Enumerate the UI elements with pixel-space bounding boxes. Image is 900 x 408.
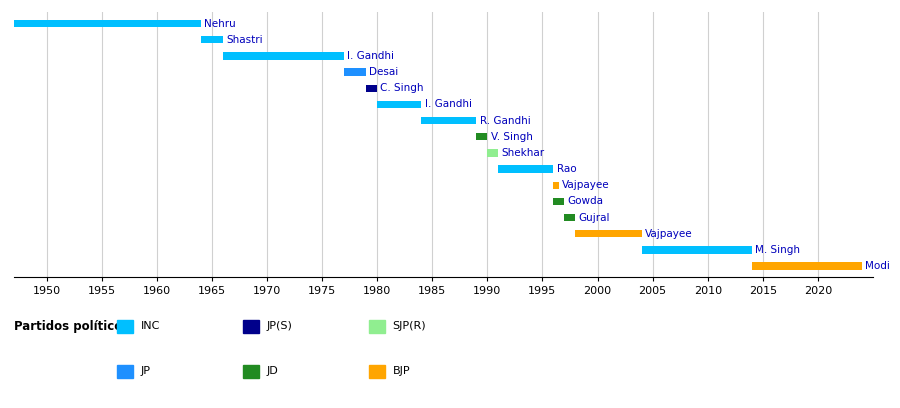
Text: I. Gandhi: I. Gandhi	[347, 51, 394, 61]
Text: JP(S): JP(S)	[266, 322, 292, 331]
Text: Nehru: Nehru	[204, 18, 236, 29]
Bar	[642, 246, 751, 254]
Bar	[575, 230, 642, 237]
Bar	[14, 20, 201, 27]
Bar	[554, 182, 559, 189]
Text: JD: JD	[266, 366, 278, 376]
Bar	[554, 198, 564, 205]
Bar	[499, 166, 554, 173]
Text: Shastri: Shastri	[226, 35, 263, 45]
Text: V. Singh: V. Singh	[491, 132, 533, 142]
Bar	[487, 149, 499, 157]
Text: SJP(R): SJP(R)	[392, 322, 426, 331]
Text: Shekhar: Shekhar	[501, 148, 544, 158]
Text: Gujral: Gujral	[579, 213, 610, 223]
Bar	[366, 84, 377, 92]
Text: I. Gandhi: I. Gandhi	[425, 100, 472, 109]
Text: R. Gandhi: R. Gandhi	[480, 115, 530, 126]
Text: Modi: Modi	[865, 261, 890, 271]
Bar	[223, 52, 344, 60]
Text: Vajpayee: Vajpayee	[645, 229, 692, 239]
Bar	[564, 214, 575, 221]
Text: Vajpayee: Vajpayee	[562, 180, 610, 190]
Bar	[201, 36, 223, 43]
Text: Partidos políticos:: Partidos políticos:	[14, 320, 133, 333]
Text: BJP: BJP	[392, 366, 410, 376]
Text: JP: JP	[140, 366, 150, 376]
Bar	[344, 69, 366, 76]
Bar	[421, 117, 476, 124]
Bar	[476, 133, 487, 140]
Text: M. Singh: M. Singh	[755, 245, 800, 255]
Text: Desai: Desai	[369, 67, 399, 77]
Text: C. Singh: C. Singh	[381, 83, 424, 93]
Text: Rao: Rao	[557, 164, 576, 174]
Bar	[377, 101, 421, 108]
Text: INC: INC	[140, 322, 160, 331]
Text: Gowda: Gowda	[568, 196, 604, 206]
Bar	[752, 262, 862, 270]
